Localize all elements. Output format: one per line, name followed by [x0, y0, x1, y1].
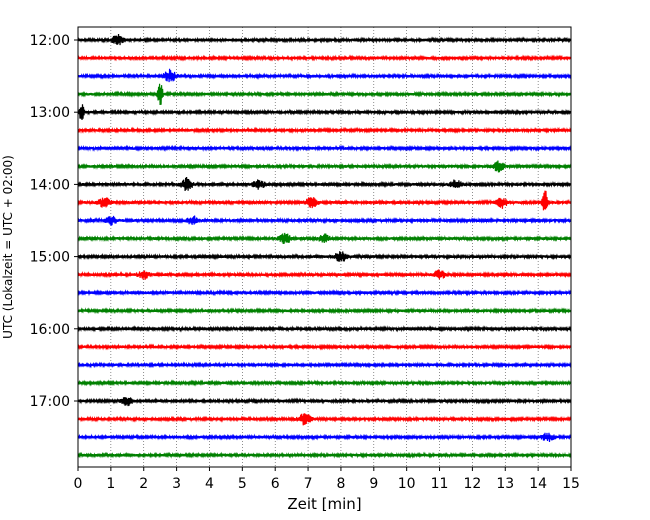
y-tick-label: 15:00: [30, 250, 70, 266]
trace-1200: [77, 33, 572, 46]
x-tick-label: 5: [238, 476, 247, 492]
trace-1630: [77, 361, 572, 369]
x-tick-label: 10: [398, 476, 416, 492]
x-axis-label: Zeit [min]: [287, 495, 361, 513]
trace-1330: [77, 144, 572, 153]
trace-1730: [77, 432, 572, 443]
trace-1430: [77, 215, 572, 226]
x-tick-label: 3: [172, 476, 181, 492]
trace-1445: [77, 232, 572, 244]
trace-1515: [77, 269, 572, 280]
y-tick-label: 13:00: [30, 105, 70, 121]
x-axis-ticks: 0 1 2 3 4 5 6 7 8 9 10 11 12 13 14 15: [74, 467, 580, 492]
plot-frame: [77, 26, 572, 468]
x-tick-label: 4: [205, 476, 214, 492]
x-tick-label: 13: [496, 476, 514, 492]
y-tick-label: 12:00: [30, 33, 70, 49]
x-tick-label: 9: [369, 476, 378, 492]
x-tick-label: 0: [74, 476, 83, 492]
trace-1500: [77, 251, 572, 262]
trace-1400: [77, 176, 572, 192]
x-tick-label: 12: [463, 476, 481, 492]
y-tick-label: 14:00: [30, 177, 70, 193]
x-tick-label: 14: [529, 476, 547, 492]
x-tick-label: 8: [336, 476, 345, 492]
x-tick-label: 7: [304, 476, 313, 492]
trace-layer: [77, 33, 572, 459]
y-axis-ticks: 12:00 13:00 14:00 15:00 16:00 17:00: [30, 33, 78, 410]
trace-1415: [77, 190, 572, 211]
trace-1745: [77, 451, 572, 459]
y-tick-label: 16:00: [30, 322, 70, 338]
x-tick-label: 1: [106, 476, 115, 492]
x-tick-label: 2: [139, 476, 148, 492]
x-tick-label: 15: [562, 476, 580, 492]
trace-1215: [77, 54, 572, 62]
trace-1545: [77, 307, 572, 315]
trace-1645: [77, 379, 572, 387]
trace-1530: [77, 289, 572, 297]
y-axis-label: UTC (Lokalzeit = UTC + 02:00): [1, 155, 15, 339]
grid-layer: [110, 27, 539, 467]
trace-1345: [77, 160, 572, 173]
trace-1315: [77, 126, 572, 134]
trace-1600: [77, 325, 572, 333]
trace-1715: [77, 413, 572, 426]
trace-1230: [77, 68, 572, 83]
trace-1300: [77, 104, 572, 120]
trace-1245: [77, 83, 572, 106]
x-tick-label: 6: [271, 476, 280, 492]
y-tick-label: 17:00: [30, 394, 70, 410]
x-tick-label: 11: [431, 476, 449, 492]
trace-1615: [77, 343, 572, 351]
trace-1700: [77, 397, 572, 407]
